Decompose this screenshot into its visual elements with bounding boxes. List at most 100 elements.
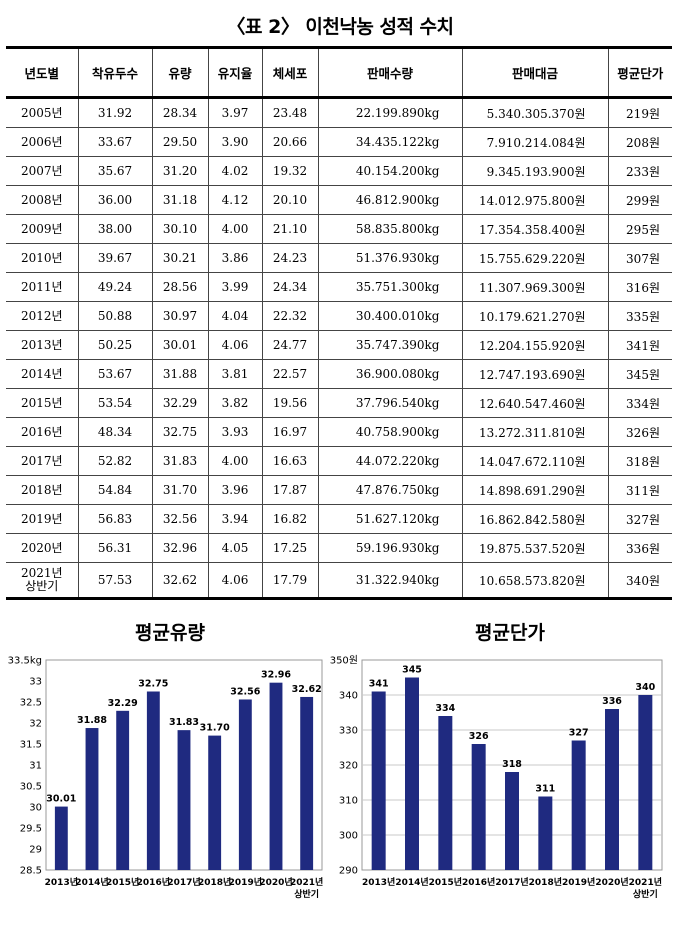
cell-sales-amount: 14.898.691.290원 <box>462 475 609 505</box>
cell-fat-rate: 3.81 <box>208 359 263 389</box>
cell-milking-cows: 38.00 <box>78 214 153 244</box>
cell-milk-yield: 32.29 <box>152 388 209 418</box>
cell-somatic-cell: 22.32 <box>262 301 319 331</box>
cell-milking-cows: 54.84 <box>78 475 153 505</box>
data-label: 340 <box>635 682 655 693</box>
cell-somatic-cell: 20.66 <box>262 127 319 157</box>
cell-milk-yield: 31.18 <box>152 185 209 215</box>
y-tick-label: 31.5 <box>20 740 42 751</box>
cell-milking-cows: 56.83 <box>78 504 153 534</box>
data-label: 32.56 <box>230 686 260 697</box>
y-tick-label: 290 <box>339 866 358 877</box>
cell-sales-amount: 10.179.621.270원 <box>462 301 609 331</box>
cell-sales-volume: 31.322.940kg <box>318 562 463 600</box>
x-tick-label: 2013년 <box>362 876 395 888</box>
cell-milk-yield: 31.70 <box>152 475 209 505</box>
cell-somatic-cell: 23.48 <box>262 97 319 128</box>
cell-average-price: 316원 <box>608 272 672 302</box>
cell-average-price: 334원 <box>608 388 672 418</box>
cell-sales-amount: 7.910.214.084원 <box>462 127 609 157</box>
cell-milk-yield: 29.50 <box>152 127 209 157</box>
cell-milking-cows: 50.25 <box>78 330 153 360</box>
cell-milking-cows: 53.54 <box>78 388 153 418</box>
cell-sales-volume: 30.400.010kg <box>318 301 463 331</box>
cell-average-price: 326원 <box>608 417 672 447</box>
cell-year: 2019년 <box>6 504 79 534</box>
cell-average-price: 307원 <box>608 243 672 273</box>
cell-milking-cows: 36.00 <box>78 185 153 215</box>
y-tick-label: 320 <box>339 761 358 772</box>
bar <box>146 691 160 870</box>
cell-milking-cows: 49.24 <box>78 272 153 302</box>
cell-year: 2018년 <box>6 475 79 505</box>
x-tick-label: 2018년 <box>198 876 231 888</box>
y-tick-label: 33 <box>29 677 42 688</box>
cell-average-price: 327원 <box>608 504 672 534</box>
x-tick-label: 2020년 <box>595 876 628 888</box>
header-fat-rate: 유지율 <box>208 47 263 98</box>
cell-sales-volume: 35.747.390kg <box>318 330 463 360</box>
cell-sales-amount: 12.747.193.690원 <box>462 359 609 389</box>
x-tick-label: 2020년 <box>259 876 292 888</box>
table-row: 2008년 36.00 31.18 4.12 20.10 46.812.900kg 14.0… <box>6 185 672 215</box>
cell-sales-amount: 10.658.573.820원 <box>462 562 609 600</box>
cell-sales-volume: 40.758.900kg <box>318 417 463 447</box>
y-tick-label: 33.5kg <box>8 656 42 667</box>
table-row: 2007년 35.67 31.20 4.02 19.32 40.154.200kg 9.34… <box>6 156 672 186</box>
average-price-bar-chart: 290 300 310 320 330 340 350원 341 2013년 345 2014년 33… <box>330 655 663 900</box>
bar <box>605 709 619 870</box>
cell-milking-cows: 57.53 <box>78 562 153 600</box>
y-tick-label: 32 <box>29 719 42 730</box>
milk-yield-bar-chart: 28.5 29 29.5 30 30.5 31 31.5 32 32.5 33 33.5kg 30.0… <box>8 656 324 901</box>
y-tick-label: 32.5 <box>20 698 42 709</box>
cell-fat-rate: 3.82 <box>208 388 263 418</box>
bar <box>269 682 283 870</box>
cell-milk-yield: 32.96 <box>152 533 209 563</box>
cell-fat-rate: 3.99 <box>208 272 263 302</box>
data-label: 30.01 <box>46 794 76 805</box>
cell-milking-cows: 56.31 <box>78 533 153 563</box>
cell-milk-yield: 28.56 <box>152 272 209 302</box>
cell-year: 2010년 <box>6 243 79 273</box>
y-tick-label: 310 <box>339 796 358 807</box>
y-tick-label: 29 <box>29 845 42 856</box>
y-tick-label: 31 <box>29 761 42 772</box>
cell-average-price: 208원 <box>608 127 672 157</box>
bar <box>538 796 553 870</box>
bar <box>54 806 68 870</box>
table-header-row: 년도별 착유두수 유량 유지율 체세포 판매수량 판매대금 평균단가 <box>6 47 672 98</box>
bar <box>300 696 314 870</box>
bar <box>116 710 130 870</box>
data-label: 32.96 <box>261 670 291 681</box>
data-label: 326 <box>469 731 489 742</box>
data-label: 31.70 <box>200 723 230 734</box>
cell-sales-volume: 46.812.900kg <box>318 185 463 215</box>
cell-fat-rate: 4.12 <box>208 185 263 215</box>
table-row: 2005년 31.92 28.34 3.97 23.48 22.199.890kg 5.34… <box>6 97 672 128</box>
x-tick-label: 2017년 <box>495 876 528 888</box>
cell-milk-yield: 32.75 <box>152 417 209 447</box>
cell-somatic-cell: 16.82 <box>262 504 319 534</box>
table-row: 2016년 48.34 32.75 3.93 16.97 40.758.900kg 13.2… <box>6 417 672 447</box>
cell-fat-rate: 4.05 <box>208 533 263 563</box>
bar <box>371 691 386 870</box>
cell-somatic-cell: 17.79 <box>262 562 319 600</box>
cell-somatic-cell: 24.77 <box>262 330 319 360</box>
x-tick-label: 2021년 <box>290 876 323 888</box>
bar <box>85 728 99 870</box>
performance-table: 년도별 착유두수 유량 유지율 체세포 판매수량 판매대금 평균단가 2005년… <box>6 46 672 600</box>
data-label: 32.62 <box>292 684 322 695</box>
cell-year: 2016년 <box>6 417 79 447</box>
header-year: 년도별 <box>6 47 79 98</box>
cell-somatic-cell: 16.63 <box>262 446 319 476</box>
header-milking-cows: 착유두수 <box>78 47 153 98</box>
cell-fat-rate: 4.04 <box>208 301 263 331</box>
data-label: 32.75 <box>138 679 168 690</box>
data-label: 334 <box>435 703 455 714</box>
cell-sales-amount: 5.340.305.370원 <box>462 97 609 128</box>
cell-year: 2014년 <box>6 359 79 389</box>
x-tick-label: 2017년 <box>167 876 200 888</box>
bar <box>571 740 586 870</box>
cell-sales-amount: 16.862.842.580원 <box>462 504 609 534</box>
cell-sales-amount: 17.354.358.400원 <box>462 214 609 244</box>
